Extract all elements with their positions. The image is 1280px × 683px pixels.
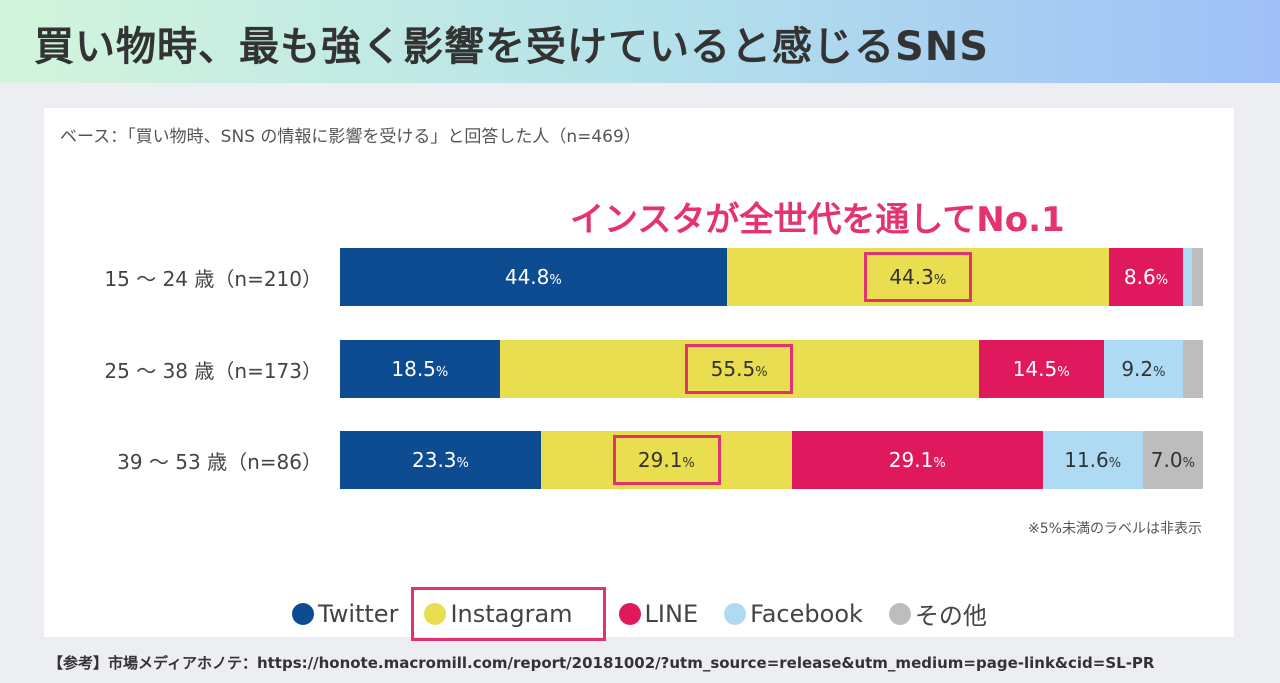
legend: Twitter Instagram LINE Facebook その他	[292, 586, 987, 641]
legend-item-line: LINE	[618, 599, 699, 628]
headline: インスタが全世代を通してNo.1	[570, 200, 1065, 240]
bar-segment-twitter: 18.5%	[340, 340, 500, 398]
legend-label: Facebook	[750, 599, 863, 628]
data-label: 18.5%	[391, 357, 449, 381]
data-label: 14.5%	[1012, 357, 1070, 381]
legend-label: その他	[914, 602, 987, 630]
data-label: 8.6%	[1123, 265, 1169, 289]
source-footer: 【参考】市場メディアホノテ：https://honote.macromill.c…	[48, 654, 1155, 672]
legend-item-twitter: Twitter	[292, 600, 398, 628]
legend-label: LINE	[644, 599, 699, 628]
legend-dot-icon	[724, 602, 747, 625]
legend-dot-icon	[618, 602, 641, 625]
bar-segment-その他	[1183, 340, 1203, 398]
bar-segment-facebook: 11.6%	[1042, 431, 1143, 489]
data-label: 11.6%	[1064, 448, 1122, 472]
bar-segment-line: 8.6%	[1108, 248, 1184, 306]
bar-row: 18.5% 55.5% 14.5% 9.2%	[340, 340, 1203, 398]
highlight-box	[612, 435, 721, 485]
category-label: 15 〜 24 歳（n=210）	[104, 267, 322, 291]
legend-label: Twitter	[318, 599, 399, 628]
bar-segment-その他	[1191, 248, 1203, 306]
highlight-box	[685, 344, 794, 394]
title-bar	[0, 0, 1280, 83]
legend-item-facebook: Facebook	[724, 600, 863, 628]
legend-dot-icon	[888, 602, 911, 625]
bar-row: 44.8% 44.3% 8.6%	[340, 248, 1203, 306]
legend-label: Instagram	[450, 599, 573, 628]
bar-segment-instagram: 29.1%	[540, 431, 792, 489]
data-label: 23.3%	[412, 448, 469, 472]
bar-segment-instagram: 55.5%	[499, 340, 979, 398]
bar-segment-facebook	[1183, 248, 1192, 306]
bar-segment-facebook: 9.2%	[1103, 340, 1184, 398]
base-note: ベース：「買い物時、SNS の情報に影響を受ける」と回答した人（n=469）	[60, 127, 641, 147]
legend-item-instagram: Instagram	[411, 586, 606, 641]
bar-segment-twitter: 44.8%	[340, 248, 727, 306]
legend-dot-icon	[292, 602, 314, 625]
bar-segment-twitter: 23.3%	[340, 431, 541, 489]
data-label: 44.8%	[504, 265, 562, 289]
data-label: 29.1%	[637, 448, 695, 472]
legend-dot-icon	[424, 602, 447, 625]
data-label: 7.0%	[1150, 448, 1195, 472]
data-label: 55.5%	[710, 357, 768, 381]
data-label: 9.2%	[1121, 357, 1166, 381]
data-label: 44.3%	[889, 265, 947, 289]
category-label: 25 〜 38 歳（n=173）	[104, 359, 322, 383]
legend-item-その他: その他	[888, 596, 987, 631]
highlight-box	[863, 252, 972, 302]
bar-segment-line: 29.1%	[791, 431, 1043, 489]
bar-row: 23.3% 29.1% 29.1% 11.6% 7.0%	[340, 431, 1204, 489]
label-footnote: ※5%未満のラベルは非表示	[1028, 521, 1202, 537]
bar-segment-line: 14.5%	[978, 340, 1104, 398]
page-title: 買い物時、最も強く影響を受けていると感じるSNS	[34, 24, 990, 70]
category-label: 39 〜 53 歳（n=86）	[117, 450, 322, 474]
bar-segment-その他: 7.0%	[1142, 431, 1204, 489]
bar-segment-instagram: 44.3%	[726, 248, 1109, 306]
data-label: 29.1%	[888, 448, 946, 472]
